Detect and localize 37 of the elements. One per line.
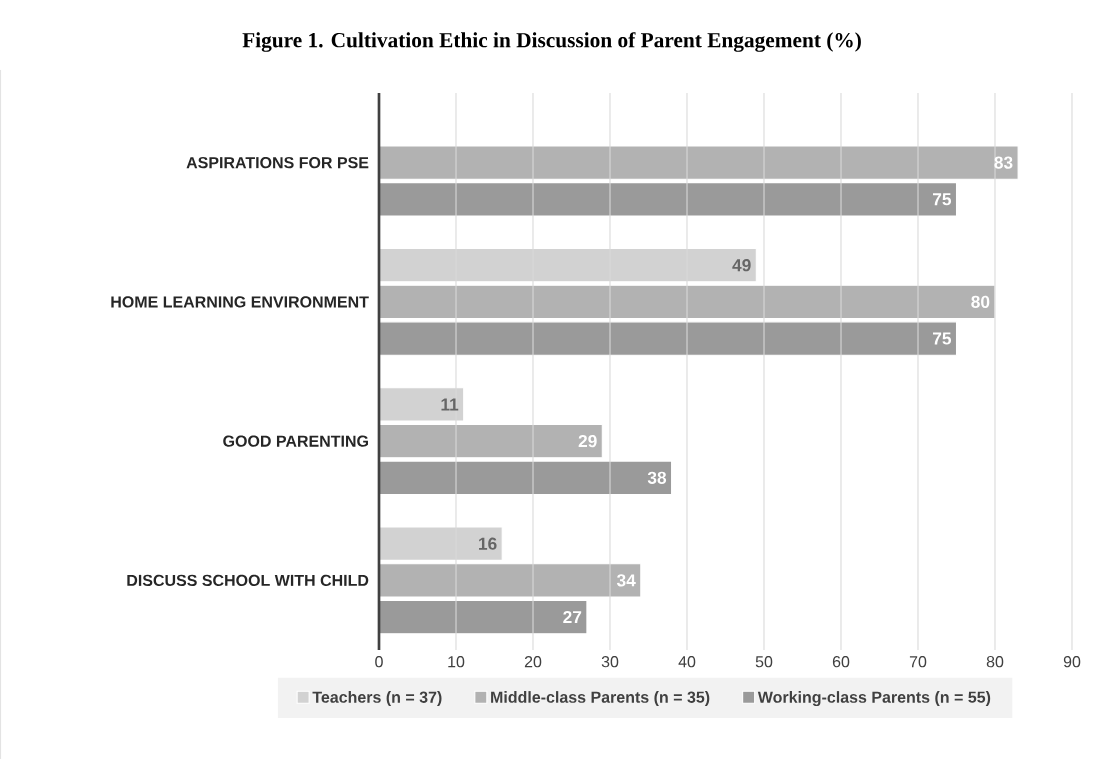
x-tick-label: 10: [448, 655, 465, 668]
y-tick-label: ASPIRATIONS FOR PSE: [186, 156, 369, 169]
data-label: 38: [647, 471, 667, 484]
x-tick-label: 60: [832, 655, 850, 668]
bar: [378, 145, 1019, 180]
bar: [378, 563, 642, 598]
y-tick-label: DISCUSS SCHOOL WITH CHILD: [127, 574, 369, 586]
bar: [378, 423, 603, 459]
data-label: 75: [932, 332, 952, 345]
y-tick-label: GOOD PARENTING: [223, 435, 368, 447]
data-label: 75: [932, 193, 952, 206]
legend-label: Middle-class Parents (n = 35): [491, 690, 710, 706]
x-tick-label: 70: [909, 655, 927, 668]
x-tick-label: 90: [1063, 655, 1081, 668]
x-tick-label: 0: [375, 655, 383, 668]
chart-title: Figure 1. Cultivation Ethic in Discussion of Parent Engagement (%): [242, 32, 861, 52]
data-label: 80: [971, 295, 990, 308]
bar: [378, 321, 958, 356]
legend-label: Working-class Parents (n = 55): [757, 690, 991, 706]
data-label: 11: [441, 398, 459, 411]
data-label: 29: [578, 434, 597, 448]
x-tick-label: 80: [986, 655, 1004, 668]
data-label: 49: [732, 258, 751, 272]
x-tick-label: 50: [755, 655, 773, 668]
bar: [378, 599, 588, 635]
bar: [378, 460, 673, 495]
data-label: 16: [479, 537, 497, 550]
y-tick-label: HOME LEARNING ENVIRONMENT: [111, 296, 369, 308]
bar: [378, 181, 958, 217]
data-label: 27: [563, 610, 582, 623]
x-tick-label: 30: [601, 655, 619, 668]
bar: [378, 284, 996, 319]
x-tick-label: 20: [524, 655, 542, 668]
data-label: 34: [616, 574, 636, 587]
x-tick-label: 40: [678, 655, 696, 668]
legend-label: Teachers (n = 37): [312, 690, 442, 706]
data-label: 83: [994, 156, 1013, 169]
